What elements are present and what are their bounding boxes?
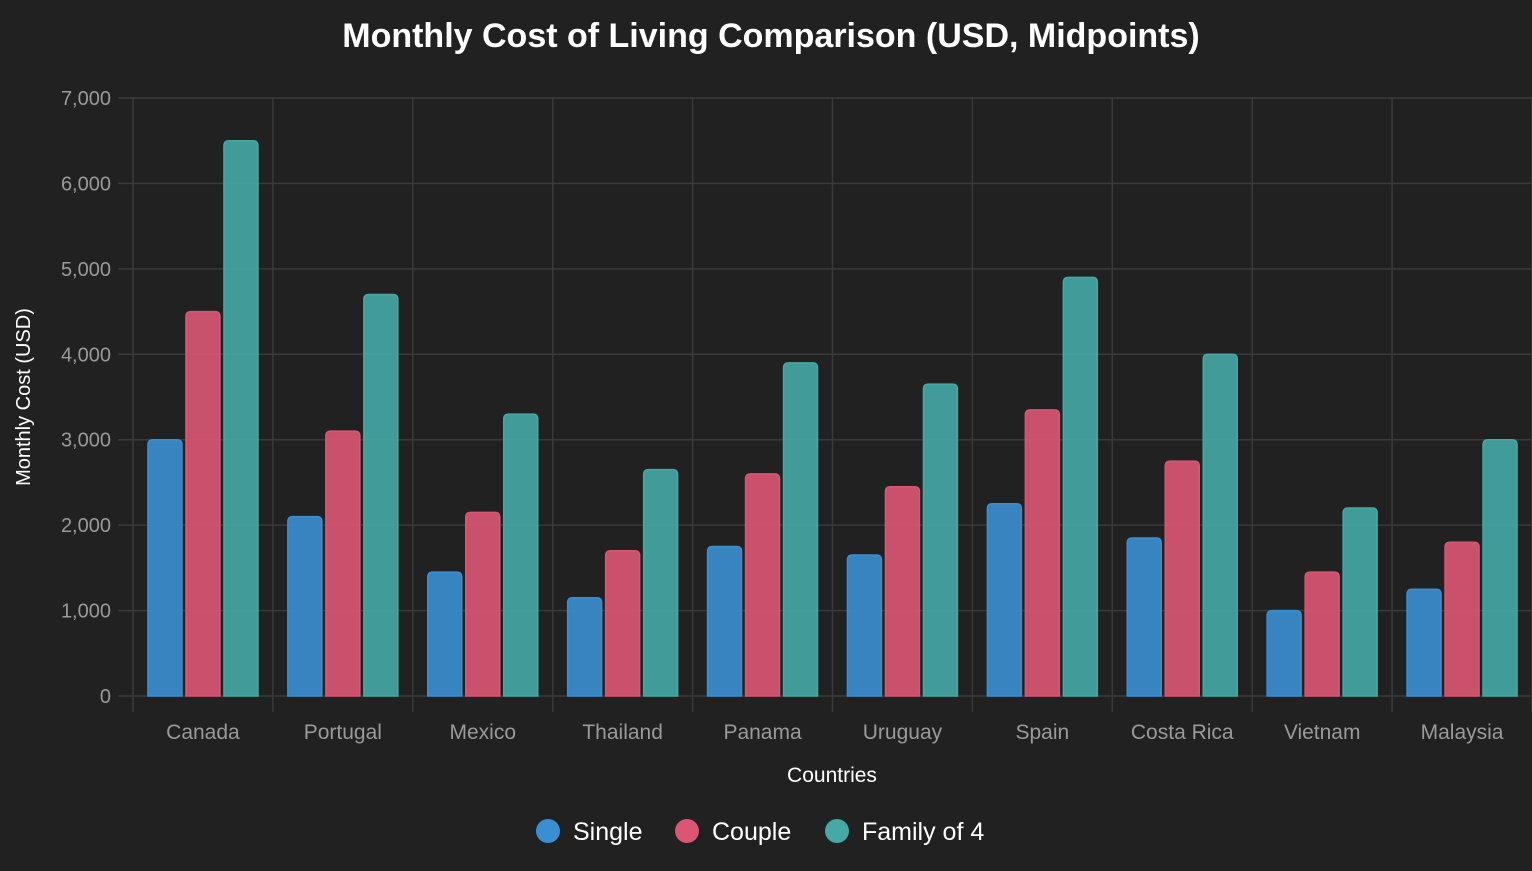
x-axis-label: Countries — [787, 764, 877, 787]
x-tick-label: Vietnam — [1284, 721, 1361, 744]
grid — [118, 97, 1532, 712]
y-tick-label: 4,000 — [61, 344, 111, 366]
x-tick-label: Thailand — [582, 721, 663, 744]
bar-single-spain[interactable] — [986, 503, 1023, 697]
y-tick-label: 0 — [100, 686, 111, 708]
bar-couple-uruguay[interactable] — [884, 485, 921, 697]
legend: Single Couple Family of 4 — [536, 818, 984, 846]
x-tick-label: Spain — [1015, 721, 1069, 744]
bar-family-of-4-panama[interactable] — [782, 362, 819, 697]
y-tick-label: 1,000 — [61, 601, 111, 623]
bar-family-of-4-costa-rica[interactable] — [1202, 353, 1238, 697]
y-tick-label: 7,000 — [61, 88, 111, 110]
legend-label: Family of 4 — [862, 818, 984, 846]
bar-family-of-4-mexico[interactable] — [503, 413, 539, 697]
x-tick-label: Portugal — [304, 721, 382, 744]
bar-couple-thailand[interactable] — [604, 550, 641, 697]
legend-item-family-of-4[interactable]: Family of 4 — [825, 818, 984, 846]
bar-couple-malaysia[interactable] — [1444, 541, 1480, 697]
x-tick-label: Uruguay — [863, 721, 943, 744]
legend-marker — [825, 819, 849, 843]
bar-single-mexico[interactable] — [427, 571, 463, 697]
x-tick-label: Canada — [166, 721, 240, 744]
bar-couple-portugal[interactable] — [325, 430, 361, 697]
x-axis-ticks: Canada Portugal Mexico Thailand Panama Urugua… — [166, 721, 1504, 744]
legend-label: Couple — [712, 818, 791, 846]
bar-single-costa-rica[interactable] — [1126, 537, 1162, 697]
legend-label: Single — [573, 818, 643, 846]
bar-single-malaysia[interactable] — [1406, 588, 1442, 697]
x-tick-label: Mexico — [449, 721, 516, 744]
bar-single-portugal[interactable] — [287, 515, 323, 697]
bar-single-panama[interactable] — [706, 545, 743, 697]
bar-family-of-4-thailand[interactable] — [642, 468, 679, 697]
y-axis-ticks: 0 1,000 2,000 3,000 4,000 5,000 6,000 7,000 — [61, 88, 111, 708]
bar-family-of-4-malaysia[interactable] — [1482, 438, 1518, 697]
x-tick-label: Costa Rica — [1131, 721, 1234, 744]
bar-family-of-4-portugal[interactable] — [363, 293, 399, 697]
bar-couple-panama[interactable] — [744, 473, 781, 697]
y-tick-label: 5,000 — [61, 259, 111, 281]
x-tick-label: Panama — [723, 721, 802, 744]
x-tick-label: Malaysia — [1421, 721, 1504, 744]
bar-couple-mexico[interactable] — [465, 511, 501, 697]
bar-family-of-4-uruguay[interactable] — [922, 383, 959, 697]
bar-family-of-4-canada[interactable] — [223, 139, 259, 697]
bar-couple-canada[interactable] — [185, 310, 221, 697]
y-tick-label: 2,000 — [61, 515, 111, 537]
legend-item-single[interactable]: Single — [536, 818, 643, 846]
y-tick-label: 3,000 — [61, 430, 111, 452]
bar-single-vietnam[interactable] — [1266, 609, 1302, 697]
legend-marker — [675, 819, 699, 843]
legend-marker — [536, 819, 560, 843]
bar-couple-spain[interactable] — [1024, 409, 1061, 697]
bar-couple-vietnam[interactable] — [1304, 571, 1340, 697]
bar-couple-costa-rica[interactable] — [1164, 460, 1200, 697]
legend-item-couple[interactable]: Couple — [675, 818, 791, 846]
bar-single-uruguay[interactable] — [846, 554, 883, 697]
bar-family-of-4-vietnam[interactable] — [1342, 507, 1378, 697]
bar-single-canada[interactable] — [147, 438, 183, 697]
bar-single-thailand[interactable] — [566, 597, 603, 697]
chart-title: Monthly Cost of Living Comparison (USD, … — [342, 17, 1200, 55]
bars — [147, 139, 1518, 697]
y-tick-label: 6,000 — [61, 173, 111, 195]
y-axis-label: Monthly Cost (USD) — [13, 308, 35, 486]
bar-family-of-4-spain[interactable] — [1062, 276, 1099, 697]
